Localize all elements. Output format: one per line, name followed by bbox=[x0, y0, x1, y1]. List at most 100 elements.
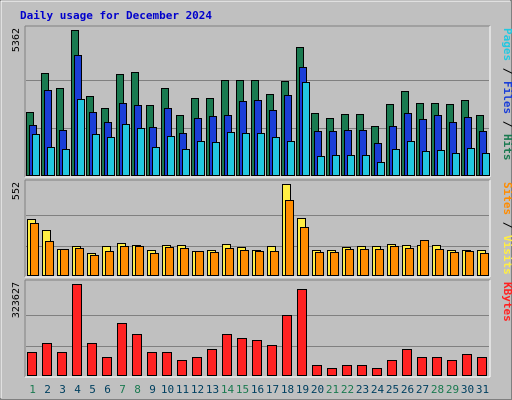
bar-pages-day-7 bbox=[122, 124, 130, 176]
bar-pages-day-16 bbox=[257, 133, 265, 176]
bar-kbytes-day-15 bbox=[237, 338, 247, 376]
bar-pages-day-5 bbox=[92, 134, 100, 176]
bar-sites-day-18 bbox=[285, 200, 294, 276]
bar-kbytes-day-29 bbox=[447, 360, 457, 376]
bar-kbytes-day-28 bbox=[432, 357, 442, 376]
x-tick-label-day-3: 3 bbox=[59, 383, 66, 396]
legend-part: / bbox=[501, 215, 512, 235]
bar-pages-day-13 bbox=[212, 142, 220, 176]
y-max-label: 552 bbox=[11, 182, 22, 200]
bar-kbytes-day-17 bbox=[267, 345, 277, 376]
bar-sites-day-7 bbox=[120, 246, 129, 276]
bar-kbytes-day-12 bbox=[192, 357, 202, 376]
x-axis-labels: 1 2 3 4 5 6 7 8 9 10 11 12 13 14 15 16 17 18 19 20 21 22 23 24 2… bbox=[29, 383, 489, 396]
bar-sites-day-12 bbox=[195, 251, 204, 276]
bar-kbytes-day-8 bbox=[132, 334, 142, 376]
bar-sites-day-16 bbox=[255, 251, 264, 276]
bar-sites-day-1 bbox=[30, 223, 39, 276]
bar-pages-day-30 bbox=[467, 148, 475, 176]
bar-sites-day-20 bbox=[315, 252, 324, 276]
bar-kbytes-day-24 bbox=[372, 368, 382, 376]
x-tick-label-day-20: 20 bbox=[311, 383, 324, 396]
bar-kbytes-day-11 bbox=[177, 360, 187, 376]
bar-kbytes-day-19 bbox=[297, 289, 307, 376]
bar-pages-day-22 bbox=[347, 155, 355, 176]
bar-kbytes-day-9 bbox=[147, 352, 157, 376]
bar-pages-day-11 bbox=[182, 149, 190, 176]
bar-kbytes-day-27 bbox=[417, 357, 427, 376]
bar-sites-day-22 bbox=[345, 249, 354, 276]
bar-pages-day-31 bbox=[482, 153, 490, 176]
bar-kbytes-day-25 bbox=[387, 360, 397, 376]
x-tick-label-day-14: 14 bbox=[221, 383, 235, 396]
bar-sites-day-26 bbox=[405, 248, 414, 276]
bar-pages-day-6 bbox=[107, 137, 115, 176]
bar-kbytes-day-4 bbox=[72, 284, 82, 376]
x-tick-label-day-5: 5 bbox=[89, 383, 96, 396]
bar-pages-day-8 bbox=[137, 128, 145, 176]
bar-sites-day-6 bbox=[105, 251, 114, 276]
x-tick-label-day-26: 26 bbox=[401, 383, 414, 396]
legend-part: Hits bbox=[501, 134, 512, 161]
x-tick-label-day-18: 18 bbox=[281, 383, 294, 396]
bar-pages-day-25 bbox=[392, 149, 400, 176]
bar-pages-day-17 bbox=[272, 137, 280, 176]
x-tick-label-day-27: 27 bbox=[416, 383, 429, 396]
series-pages bbox=[32, 82, 490, 176]
bar-kbytes-day-21 bbox=[327, 368, 337, 376]
bar-sites-day-30 bbox=[465, 251, 474, 276]
bar-sites-day-11 bbox=[180, 248, 189, 276]
x-tick-label-day-15: 15 bbox=[236, 383, 249, 396]
legend-part: / bbox=[501, 114, 512, 134]
bar-pages-day-9 bbox=[152, 147, 160, 176]
bar-sites-day-27 bbox=[420, 240, 429, 276]
bar-kbytes-day-23 bbox=[357, 365, 367, 376]
x-tick-label-day-10: 10 bbox=[161, 383, 174, 396]
x-tick-label-day-8: 8 bbox=[134, 383, 141, 396]
bar-sites-day-31 bbox=[480, 253, 489, 276]
chart-title: Daily usage for December 2024 bbox=[20, 9, 212, 22]
legend-part: Sites bbox=[501, 182, 512, 215]
bar-pages-day-12 bbox=[197, 141, 205, 176]
bar-kbytes-day-3 bbox=[57, 352, 67, 376]
bar-kbytes-day-30 bbox=[462, 354, 472, 376]
bar-kbytes-day-18 bbox=[282, 315, 292, 376]
x-tick-label-day-19: 19 bbox=[296, 383, 309, 396]
x-tick-label-day-29: 29 bbox=[446, 383, 459, 396]
panel-kbytes: 323627 KBytes bbox=[11, 279, 512, 378]
bar-pages-day-1 bbox=[32, 134, 40, 176]
bar-kbytes-day-1 bbox=[27, 352, 37, 376]
panel-traffic-hits: 5362 Pages / Files / Hits bbox=[11, 25, 512, 178]
bar-sites-day-28 bbox=[435, 249, 444, 276]
x-tick-label-day-9: 9 bbox=[149, 383, 156, 396]
legend-part: Pages bbox=[501, 28, 512, 61]
right-legend-label: Pages / Files / Hits bbox=[501, 28, 512, 161]
bar-pages-day-14 bbox=[227, 132, 235, 176]
x-tick-label-day-17: 17 bbox=[266, 383, 279, 396]
bar-kbytes-day-26 bbox=[402, 349, 412, 376]
x-tick-label-day-1: 1 bbox=[29, 383, 36, 396]
bar-kbytes-day-10 bbox=[162, 352, 172, 376]
bar-sites-day-29 bbox=[450, 252, 459, 276]
bar-sites-day-3 bbox=[60, 249, 69, 276]
bar-pages-day-29 bbox=[452, 153, 460, 176]
x-tick-label-day-31: 31 bbox=[476, 383, 489, 396]
right-legend-label: KBytes bbox=[501, 282, 512, 322]
y-max-label: 323627 bbox=[11, 282, 22, 318]
x-tick-label-day-21: 21 bbox=[326, 383, 339, 396]
x-tick-label-day-30: 30 bbox=[461, 383, 474, 396]
bar-sites-day-15 bbox=[240, 250, 249, 276]
x-tick-label-day-4: 4 bbox=[74, 383, 81, 396]
bar-sites-day-14 bbox=[225, 248, 234, 276]
x-tick-label-day-7: 7 bbox=[119, 383, 126, 396]
bar-kbytes-day-7 bbox=[117, 323, 127, 376]
bar-sites-day-13 bbox=[210, 252, 219, 276]
series-sites bbox=[30, 200, 489, 276]
bar-kbytes-day-6 bbox=[102, 357, 112, 376]
bar-kbytes-day-20 bbox=[312, 365, 322, 376]
legend-part: / bbox=[501, 61, 512, 81]
bar-kbytes-day-31 bbox=[477, 357, 487, 376]
bar-sites-day-5 bbox=[90, 255, 99, 276]
bar-pages-day-21 bbox=[332, 155, 340, 176]
